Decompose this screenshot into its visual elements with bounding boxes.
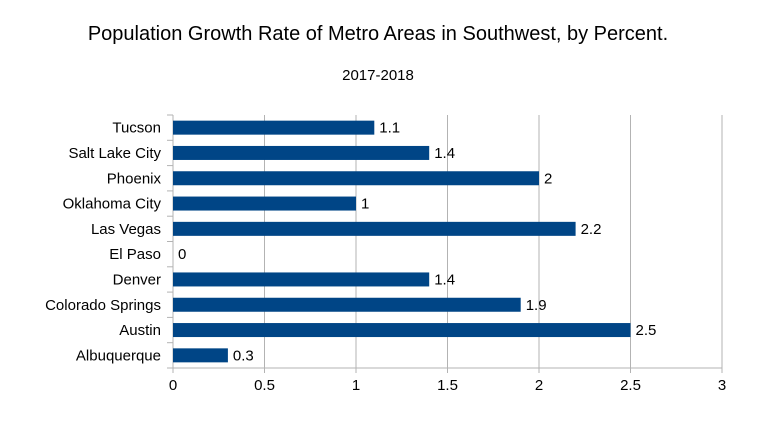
data-label: 2 <box>544 170 552 187</box>
x-tick-label: 1 <box>352 377 360 394</box>
data-label: 0.3 <box>233 347 254 364</box>
y-category-label: El Paso <box>109 246 161 263</box>
y-category-label: Oklahoma City <box>63 196 162 213</box>
data-label: 2.5 <box>636 322 657 339</box>
y-category-label: Las Vegas <box>91 221 161 238</box>
bar <box>173 348 228 363</box>
bar <box>173 196 356 211</box>
bar <box>173 323 631 338</box>
bar <box>173 145 430 160</box>
data-label: 0 <box>178 246 186 263</box>
bar <box>173 120 375 135</box>
x-tick-label: 0 <box>169 377 177 394</box>
data-label: 1.4 <box>434 271 455 288</box>
y-category-label: Austin <box>119 322 161 339</box>
y-category-label: Denver <box>113 271 161 288</box>
y-category-label: Salt Lake City <box>68 145 161 162</box>
bar <box>173 171 539 186</box>
y-category-label: Colorado Springs <box>45 297 161 314</box>
data-label: 1.1 <box>379 120 400 137</box>
bar <box>173 272 430 287</box>
data-label: 1.9 <box>526 297 547 314</box>
y-category-label: Albuquerque <box>76 347 161 364</box>
data-label: 2.2 <box>581 221 602 238</box>
y-category-label: Phoenix <box>107 170 162 187</box>
x-tick-label: 2.5 <box>620 377 641 394</box>
bar <box>173 221 576 236</box>
x-tick-label: 2 <box>535 377 543 394</box>
x-tick-label: 3 <box>718 377 726 394</box>
x-tick-label: 1.5 <box>437 377 458 394</box>
data-label: 1 <box>361 196 369 213</box>
x-tick-label: 0.5 <box>254 377 275 394</box>
data-label: 1.4 <box>434 145 455 162</box>
chart-title: Population Growth Rate of Metro Areas in… <box>88 23 668 45</box>
chart-subtitle: 2017-2018 <box>342 67 414 84</box>
bar <box>173 297 521 312</box>
y-category-label: Tucson <box>112 120 161 137</box>
